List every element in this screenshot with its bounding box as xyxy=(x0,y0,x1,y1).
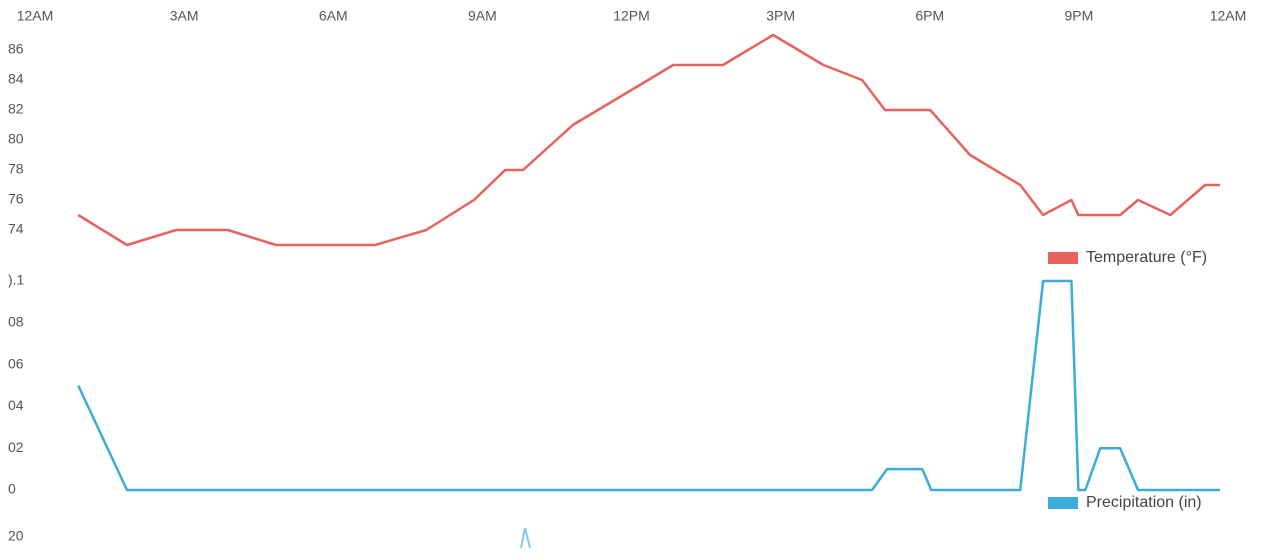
x-tick-label: 3PM xyxy=(766,8,795,24)
x-tick-label: 12PM xyxy=(613,8,650,24)
line xyxy=(77,33,1221,247)
x-tick-label: 9AM xyxy=(468,8,497,24)
x-tick-label: 3AM xyxy=(170,8,199,24)
y-tick-label: 76 xyxy=(8,191,24,207)
cropped-line xyxy=(520,527,531,549)
x-tick-label: 12AM xyxy=(17,8,54,24)
legend-label: Precipitation (in) xyxy=(1086,494,1202,511)
line xyxy=(77,279,1221,492)
x-tick-label: 6PM xyxy=(915,8,944,24)
y-tick-label: 82 xyxy=(8,101,24,117)
y-tick-label: 86 xyxy=(8,41,24,57)
y-tick-label: 04 xyxy=(8,397,24,413)
y-tick-label: 06 xyxy=(8,355,24,371)
x-tick-label: 12AM xyxy=(1210,8,1247,24)
x-tick-label: 9PM xyxy=(1064,8,1093,24)
y-tick-label: 78 xyxy=(8,161,24,177)
y-tick-label: ).1 xyxy=(8,272,25,288)
y-tick-label: 20 xyxy=(8,528,24,544)
y-tick-label: 74 xyxy=(8,221,24,237)
legend-label: Temperature (°F) xyxy=(1086,249,1207,266)
y-tick-label: 08 xyxy=(8,314,24,330)
y-tick-label: 02 xyxy=(8,439,24,455)
y-tick-label: 0 xyxy=(8,481,16,497)
legend-swatch xyxy=(1048,497,1078,509)
x-tick-label: 6AM xyxy=(319,8,348,24)
y-tick-label: 80 xyxy=(8,131,24,147)
y-tick-label: 84 xyxy=(8,71,24,87)
legend-swatch xyxy=(1048,252,1078,264)
